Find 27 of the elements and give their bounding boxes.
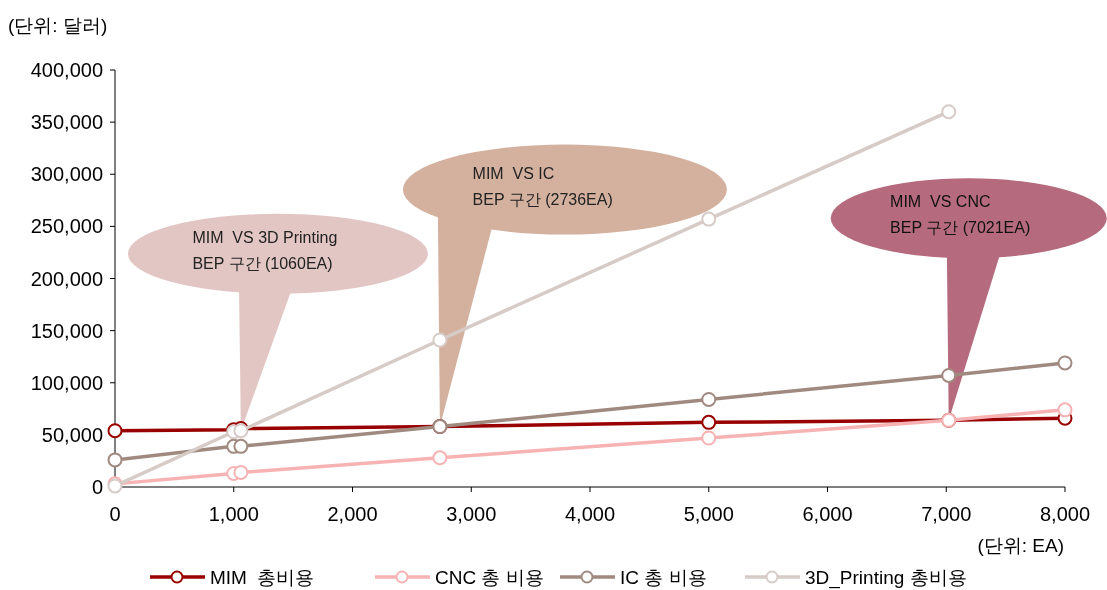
x-tick-label: 2,000 [327, 503, 378, 525]
y-tick-label: 200,000 [30, 267, 103, 290]
annotation: MIM VS 3D Printing BEP 구간 (1060EA) [192, 228, 338, 272]
x-tick-label: 6,000 [802, 503, 853, 525]
y-tick-label: 100,000 [30, 371, 103, 394]
legend-label: MIM 총비용 [210, 567, 315, 588]
annotation: MIM VS IC BEP 구간 (2736EA) [472, 164, 613, 208]
x-axis-title: (단위: EA) [977, 535, 1064, 556]
annotation: MIM VS CNC BEP 구간 (7021EA) [890, 193, 1031, 237]
y-tick-label: 350,000 [30, 111, 103, 134]
y-tick-label: 250,000 [30, 215, 103, 238]
x-tick-label: 8,000 [1039, 503, 1091, 525]
y-tick-label: 150,000 [30, 319, 103, 342]
legend-label: 3D_Printing 총비용 [805, 567, 967, 589]
legend-label: CNC 총 비용 [435, 567, 544, 588]
x-tick-label: 5,000 [683, 503, 734, 525]
x-tick-label: 0 [109, 503, 121, 525]
legend-label: IC 총 비용 [620, 567, 707, 588]
y-tick-label: 300,000 [30, 163, 103, 186]
x-tick-label: 7,000 [921, 503, 972, 525]
y-tick-label: 400,000 [30, 59, 103, 81]
y-tick-label: 50,000 [41, 423, 103, 446]
y-tick-label: 0 [91, 476, 103, 498]
y-axis-title: (단위: 달러) [8, 15, 108, 36]
x-tick-label: 4,000 [564, 503, 616, 525]
x-tick-label: 1,000 [208, 503, 259, 525]
x-tick-label: 3,000 [446, 503, 497, 525]
